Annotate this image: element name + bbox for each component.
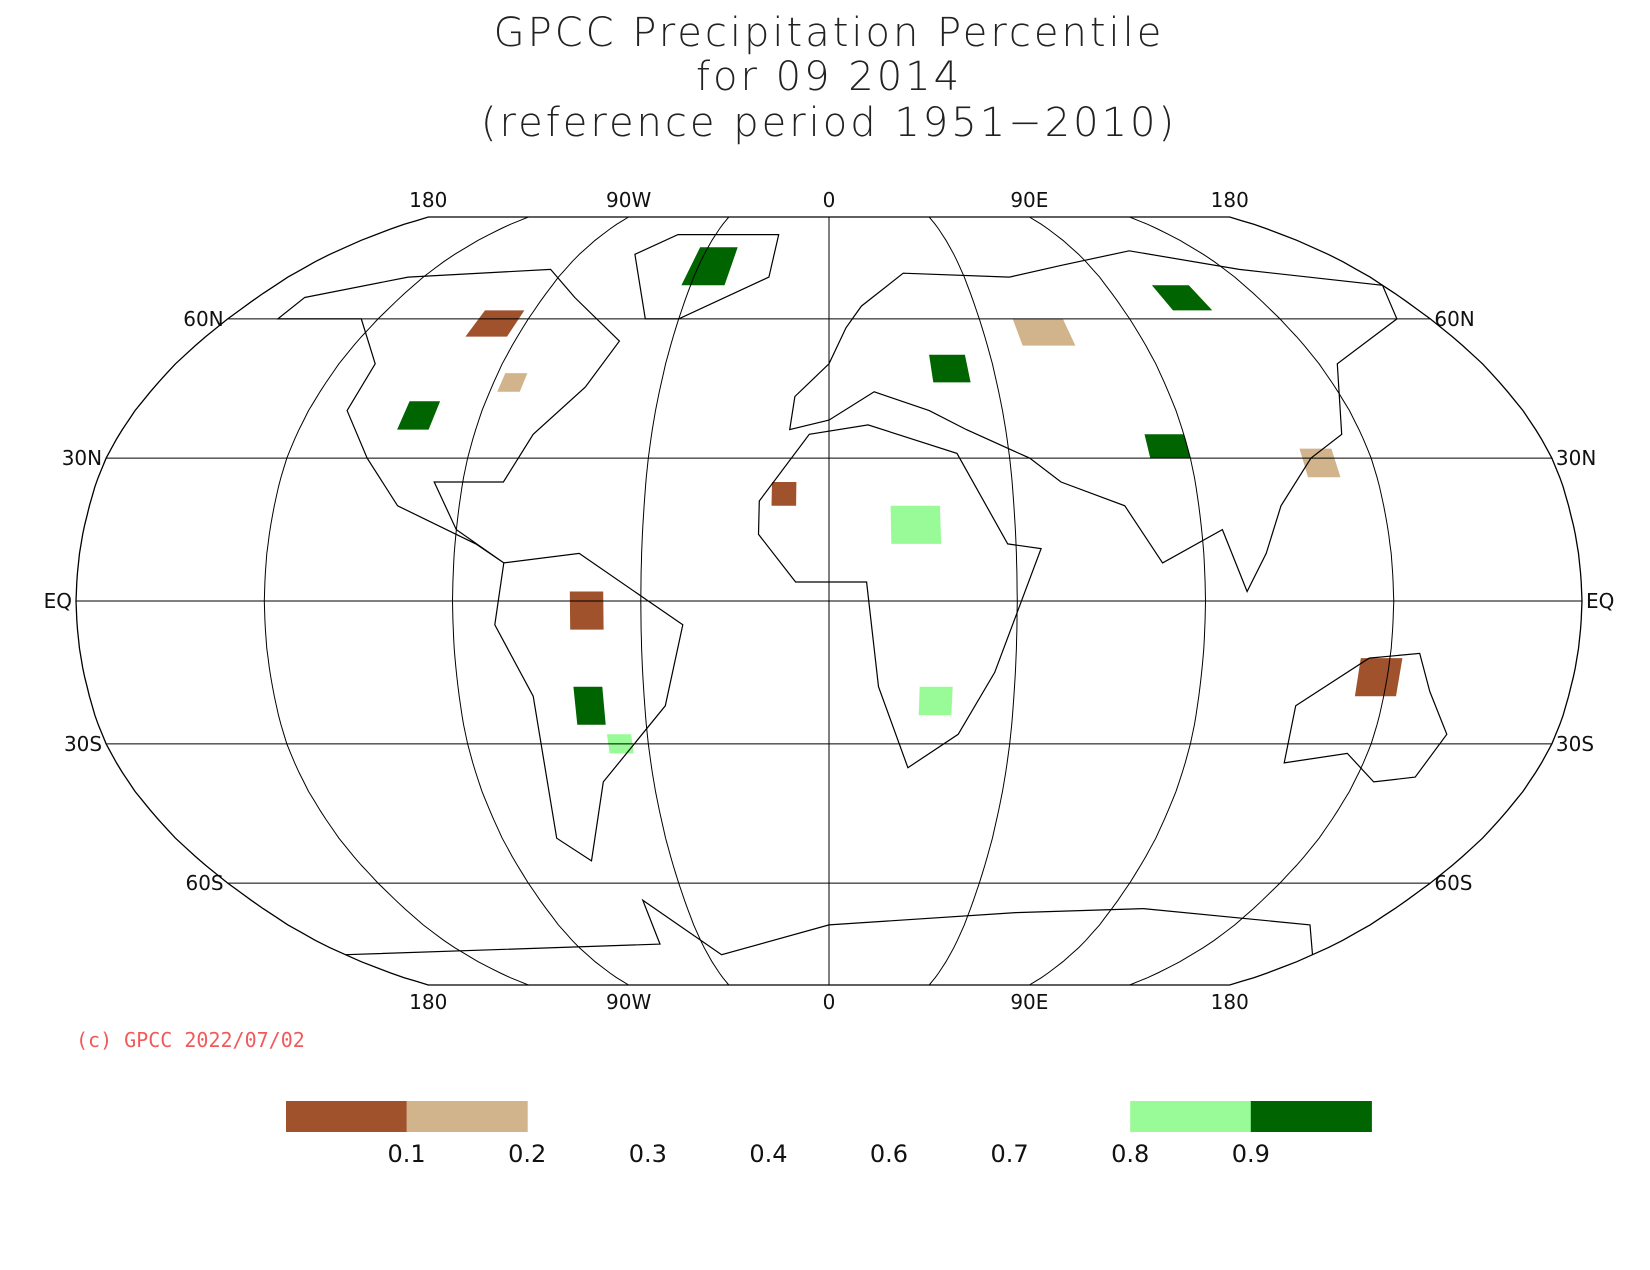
- lat-label: 30S: [64, 732, 102, 756]
- colorbar-label: 0.4: [749, 1140, 787, 1168]
- colorbar-label: 0.8: [1111, 1140, 1149, 1168]
- precip-patch: [497, 373, 528, 392]
- precip-patch: [681, 247, 738, 286]
- coastline: [494, 552, 684, 862]
- coastline: [788, 250, 1398, 593]
- precip-patch: [1151, 285, 1213, 311]
- lat-label: 30S: [1556, 732, 1594, 756]
- lat-label: EQ: [1586, 589, 1614, 613]
- lon-label: 90W: [606, 188, 651, 212]
- coastline: [757, 424, 1042, 769]
- precip-patch: [1299, 448, 1341, 478]
- precip-patch: [465, 310, 525, 337]
- colorbar-label: 0.3: [629, 1140, 667, 1168]
- coastline: [276, 268, 621, 564]
- precip-patch: [771, 482, 797, 506]
- precip-patch: [918, 686, 953, 716]
- colorbar-segment: [1250, 1101, 1372, 1132]
- title-line: GPCC Precipitation Percentile: [494, 10, 1165, 56]
- lon-label: 180: [409, 188, 447, 212]
- precip-patch: [1144, 434, 1191, 459]
- colorbar-label: 0.6: [870, 1140, 908, 1168]
- lon-label: 90E: [1010, 990, 1048, 1014]
- lon-label: 0: [823, 188, 836, 212]
- precip-patch: [569, 591, 604, 630]
- precip-patch: [1354, 658, 1403, 697]
- precip-patch: [573, 686, 606, 725]
- precip-patch: [929, 354, 971, 383]
- colorbar-label: 0.2: [508, 1140, 546, 1168]
- precip-patch: [1012, 318, 1076, 346]
- lat-label: 30N: [62, 446, 102, 470]
- colorbar-segment: [1130, 1101, 1252, 1132]
- colorbar-label: 0.7: [991, 1140, 1029, 1168]
- lon-label: 180: [1211, 188, 1249, 212]
- lon-label: 180: [1211, 990, 1249, 1014]
- colorbar-segment: [286, 1101, 408, 1132]
- colorbar-label: 0.9: [1232, 1140, 1270, 1168]
- lon-label: 90W: [606, 990, 651, 1014]
- title-line: (reference period 1951−2010): [481, 100, 1177, 146]
- lat-label: 30N: [1556, 446, 1596, 470]
- title-line: for 09 2014: [696, 54, 962, 100]
- precip-patch: [397, 401, 441, 430]
- colorbar-label: 0.1: [388, 1140, 426, 1168]
- credit: (c) GPCC 2022/07/02: [76, 1028, 305, 1052]
- lat-label: EQ: [44, 589, 72, 613]
- lon-label: 0: [823, 990, 836, 1014]
- lon-label: 180: [409, 990, 447, 1014]
- colorbar-segment: [406, 1101, 528, 1132]
- map-outline: [75, 216, 1583, 986]
- lon-label: 90E: [1010, 188, 1048, 212]
- precip-patch: [890, 505, 942, 544]
- coastline: [1283, 652, 1448, 783]
